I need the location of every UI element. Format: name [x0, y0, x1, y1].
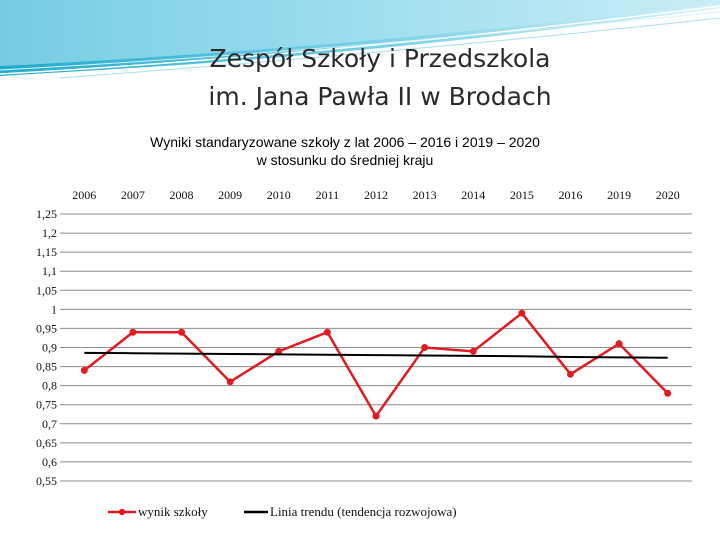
x-tick-label: 2015 [510, 188, 534, 202]
header-wave-stroke-2 [0, 11, 720, 71]
data-point-school [518, 309, 526, 317]
y-tick-label: 0,85 [36, 360, 57, 374]
y-tick-label: 1,2 [42, 226, 57, 240]
data-point-school [275, 347, 283, 355]
y-tick-label: 0,65 [36, 436, 57, 450]
x-tick-label: 2019 [607, 188, 631, 202]
header-wave-stroke-1 [0, 5, 720, 75]
slide-title-line2: im. Jana Pawła II w Brodach [208, 82, 552, 111]
x-tick-label: 2011 [316, 188, 340, 202]
legend-marker-trend [244, 510, 268, 514]
x-tick-label: 2009 [218, 188, 242, 202]
data-point-school [615, 340, 623, 348]
y-tick-label: 1 [51, 302, 57, 316]
data-point-school [664, 389, 672, 397]
y-tick-label: 0,55 [36, 474, 57, 488]
y-tick-label: 0,95 [36, 321, 57, 335]
legend-item-school: wynik szkoły [108, 503, 208, 521]
legend-marker-school [108, 508, 136, 516]
y-tick-label: 1,05 [36, 283, 57, 297]
legend-label-school: wynik szkoły [138, 504, 208, 519]
y-tick-label: 1,25 [36, 207, 57, 221]
x-tick-label: 2007 [121, 188, 145, 202]
x-tick-label: 2020 [656, 188, 680, 202]
data-point-school [323, 328, 331, 336]
data-point-school [226, 378, 234, 386]
x-tick-label: 2006 [72, 188, 96, 202]
header-wave-stroke-3 [59, 17, 720, 79]
y-tick-label: 0,6 [42, 455, 57, 469]
trendline [84, 351, 668, 359]
x-tick-label: 2008 [170, 188, 194, 202]
data-point-school [372, 412, 380, 420]
data-point-school [469, 347, 477, 355]
legend-label-trend: Linia trendu (tendencja rozwojowa) [270, 504, 457, 519]
chart-subtitle: w stosunku do średniej kraju [256, 152, 434, 168]
y-tick-label: 0,9 [42, 341, 57, 355]
header-decoration [0, 0, 720, 79]
slide-title-line1: Zespół Szkoły i Przedszkola [209, 44, 551, 73]
x-tick-label: 2014 [461, 188, 485, 202]
y-tick-label: 0,75 [36, 398, 57, 412]
x-tick-label: 2013 [413, 188, 437, 202]
y-tick-label: 1,15 [36, 245, 57, 259]
chart-title: Wyniki standaryzowane szkoły z lat 2006 … [150, 134, 540, 150]
x-tick-label: 2012 [364, 188, 388, 202]
y-tick-label: 1,1 [42, 264, 57, 278]
data-point-school [129, 328, 137, 336]
header-wave-light [0, 0, 720, 66]
data-point-school [178, 328, 186, 336]
legend-dot-school [118, 508, 126, 516]
y-tick-label: 0,7 [42, 417, 57, 431]
legend-item-trend: Linia trendu (tendencja rozwojowa) [244, 503, 457, 521]
data-point-school [566, 370, 574, 378]
x-tick-label: 2016 [558, 188, 582, 202]
x-tick-label: 2010 [267, 188, 291, 202]
data-point-school [421, 344, 429, 351]
y-tick-label: 0,8 [42, 379, 57, 393]
data-point-school [80, 366, 88, 374]
